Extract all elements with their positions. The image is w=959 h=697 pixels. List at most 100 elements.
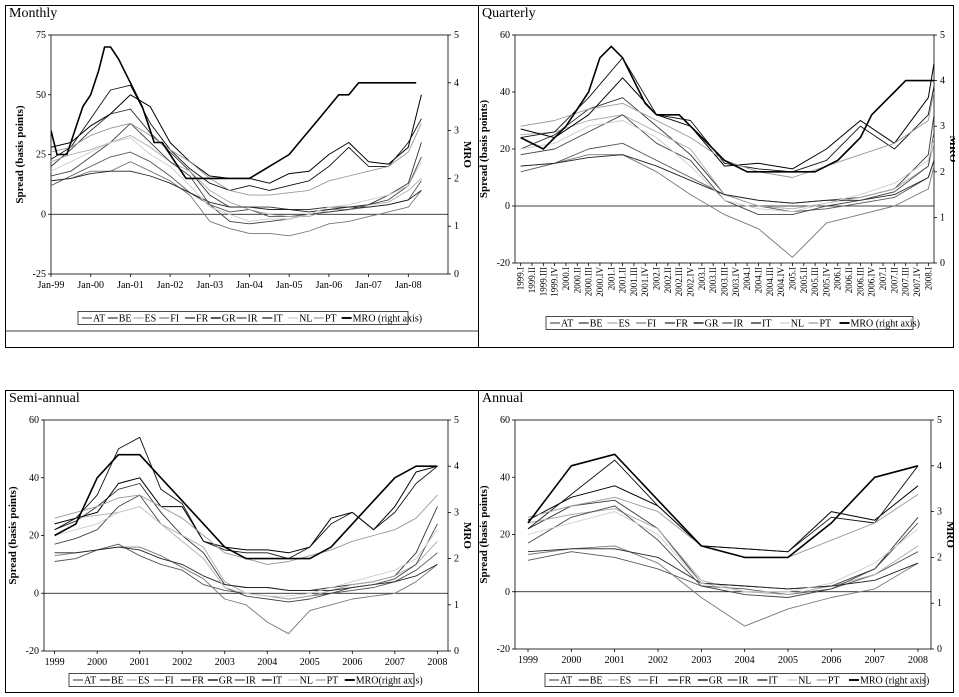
y2-tick-label: 0 — [937, 644, 942, 655]
x-tick-label: 2001 — [605, 655, 625, 666]
y2-axis-label: MRO — [947, 136, 955, 163]
y2-axis-label: MRO — [461, 522, 473, 549]
panel-title: Semi-annual — [9, 391, 80, 406]
plot-area — [514, 34, 935, 264]
panel-quarterly: Quarterly -20 0 20 40 60 0 1 2 3 4 5 Spread (basis … — [478, 5, 955, 348]
x-tick-label: 2002.II — [663, 267, 673, 293]
y-axis-label: Spread (basis points) — [7, 486, 19, 585]
series-line-pt — [51, 122, 422, 196]
y2-tick-label: 4 — [940, 76, 945, 87]
series-line-nl — [54, 506, 438, 597]
x-tick-label: 2007.IV — [912, 267, 922, 297]
series-line-gr — [51, 94, 422, 184]
y-tick-label: 40 — [500, 87, 510, 98]
x-tick-label: Jan-04 — [236, 280, 263, 291]
legend-label: IT — [768, 676, 777, 687]
y2-axis-label: MRO — [944, 521, 955, 548]
plot-area — [50, 34, 449, 275]
legend-label: GR — [222, 314, 236, 325]
series-line-nl — [527, 511, 919, 593]
chart-quarterly: -20 0 20 40 60 0 1 2 3 4 5 Spread (basis points) MRO… — [479, 30, 955, 330]
legend-label: FR — [192, 676, 205, 687]
y2-tick-label: 2 — [454, 173, 459, 184]
legend-label: PT — [327, 676, 339, 687]
x-tick-label: 2003 — [215, 657, 235, 668]
x-tick-label: 2006 — [342, 657, 362, 668]
y2-tick-label: 2 — [937, 552, 942, 563]
series-line-it — [51, 84, 422, 191]
plot-area — [43, 419, 449, 652]
series-line-fi — [51, 161, 422, 237]
y-tick-label: -20 — [497, 644, 510, 655]
legend-label: NL — [299, 314, 312, 325]
y2-axis-label: MRO — [461, 141, 473, 168]
legend-label: GR — [709, 676, 723, 687]
series-line-mro — [520, 45, 934, 173]
x-tick-label: 2005.III — [810, 267, 820, 296]
x-tick-label: Jan-05 — [276, 280, 303, 291]
x-tick-label: 2003.I — [697, 267, 707, 290]
x-tick-label: 1999 — [45, 657, 65, 668]
y-tick-label: 0 — [34, 588, 39, 599]
legend-label: AT — [93, 314, 105, 325]
x-tick-label: 2004.IV — [776, 267, 786, 297]
legend-label: NL — [300, 676, 313, 687]
legend-label: ES — [620, 676, 632, 687]
series-line-it — [527, 459, 919, 553]
x-tick-label: 2006 — [821, 655, 841, 666]
chart-monthly: -25 0 25 50 75 0 1 2 3 4 5 Spread (basis points) MRO… — [6, 30, 480, 332]
x-tick-label: 2004 — [257, 657, 277, 668]
series-line-mro — [51, 46, 417, 180]
x-tick-label: 1999.II — [527, 267, 537, 293]
x-tick-label: 2001.I — [606, 267, 616, 290]
y2-tick-label: 3 — [940, 121, 945, 132]
x-tick-label: 2003 — [691, 655, 711, 666]
legend-label: ES — [618, 319, 630, 330]
y-tick-label: 60 — [29, 415, 39, 426]
legend-label: IT — [273, 314, 282, 325]
legend-label: FI — [649, 676, 658, 687]
y-tick-label: 0 — [505, 201, 510, 212]
legend-label: FR — [679, 676, 692, 687]
legend-label: AT — [84, 676, 96, 687]
x-tick-label: 2000 — [561, 655, 581, 666]
y-tick-label: 20 — [29, 531, 39, 542]
y2-tick-label: 1 — [940, 212, 945, 223]
legend-label: IR — [739, 676, 749, 687]
legend-label: IR — [248, 314, 258, 325]
legend-label: ES — [138, 676, 150, 687]
series-line-nl — [51, 137, 422, 222]
x-tick-label: 2002.IV — [686, 267, 696, 297]
legend-label: MRO (right axis) — [860, 676, 929, 687]
plot-area — [514, 419, 932, 650]
y2-tick-label: 0 — [454, 646, 459, 657]
x-tick-label: 2001.IV — [640, 267, 650, 297]
y-tick-label: 50 — [36, 90, 46, 101]
legend-label: BE — [590, 676, 603, 687]
legend-label: NL — [791, 319, 804, 330]
x-tick-label: 2006.I — [833, 267, 843, 290]
y-tick-label: -20 — [26, 646, 39, 657]
y2-tick-label: 2 — [940, 167, 945, 178]
series-line-mro — [54, 453, 438, 560]
x-tick-label: Jan-02 — [157, 280, 184, 291]
panel-annual: Annual -20 0 20 40 60 0 1 2 3 4 5 Spread (basis poi… — [478, 390, 955, 693]
x-tick-label: 2003.III — [720, 267, 730, 296]
y-tick-label: 0 — [505, 587, 510, 598]
x-tick-label: 2007 — [385, 657, 405, 668]
legend-label: BE — [111, 676, 124, 687]
legend-label: FI — [647, 319, 656, 330]
legend-label: BE — [119, 314, 132, 325]
legend-label: MRO(right axis) — [356, 676, 423, 687]
y2-tick-label: 3 — [454, 126, 459, 137]
x-tick-label: 2005.IV — [821, 267, 831, 297]
series-line-mro — [527, 453, 919, 559]
legend-label: AT — [561, 319, 573, 330]
x-tick-label: 2006.III — [855, 267, 865, 296]
legend-label: PT — [819, 319, 831, 330]
legend-label: MRO (right axis) — [850, 319, 919, 330]
x-tick-label: 2005.II — [799, 267, 809, 293]
series-line-fi — [520, 154, 934, 258]
x-tick-label: 2005.I — [787, 267, 797, 290]
series-line-ir — [54, 494, 438, 603]
